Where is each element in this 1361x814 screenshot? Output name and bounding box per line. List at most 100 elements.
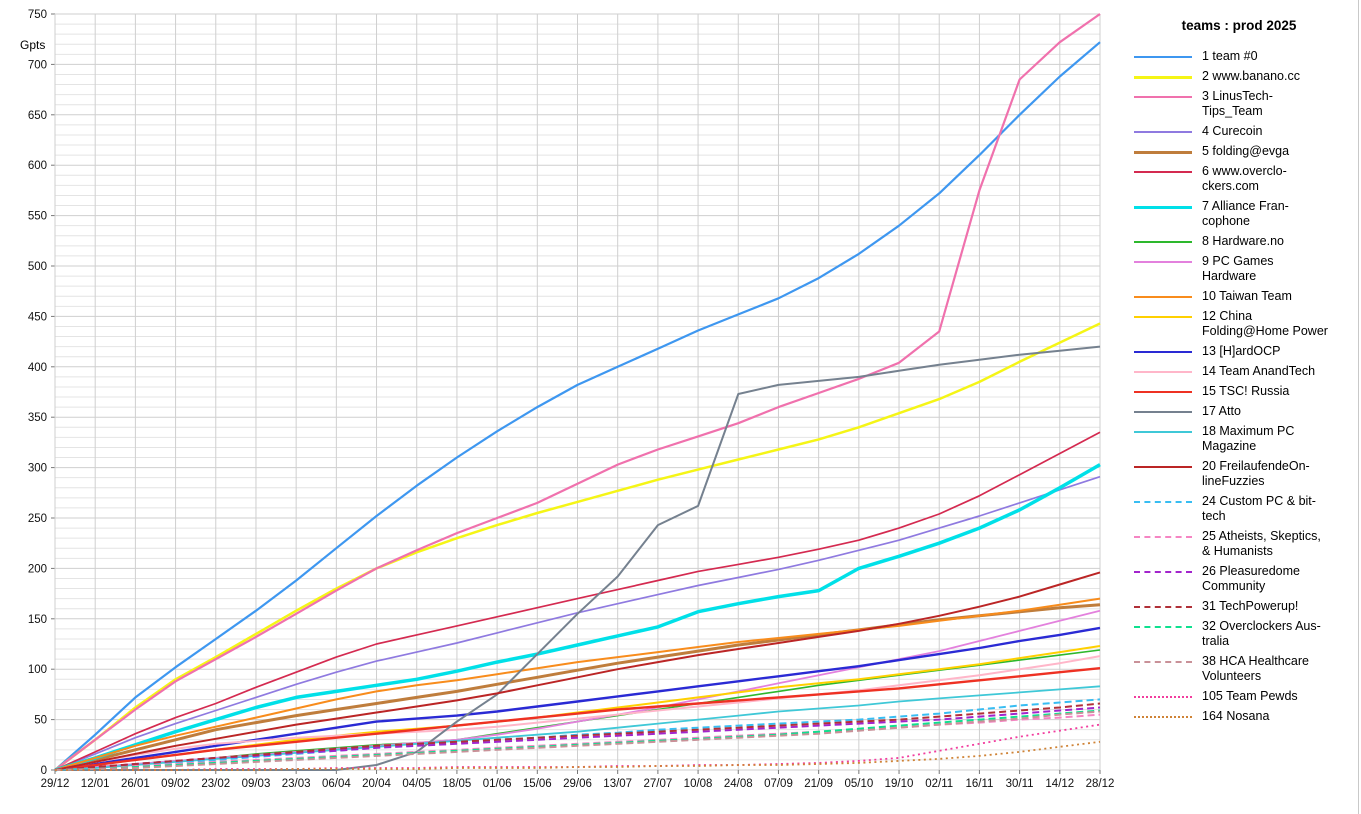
y-tick-label: 750: [28, 9, 47, 21]
series-line-3: [54, 13, 1101, 771]
legend-label-9: 9 PC Games Hardware: [1202, 254, 1274, 283]
legend-label-24: 24 Custom PC & bit- tech: [1202, 494, 1316, 523]
series-line-31: [54, 702, 1101, 771]
legend-item-6: 6 www.overclo- ckers.com: [1134, 164, 1358, 194]
y-tick-label: 250: [28, 513, 47, 525]
legend-label-26: 26 Pleasuredome Community: [1202, 564, 1300, 593]
series-line-6: [54, 431, 1101, 771]
legend-label-25: 25 Atheists, Skeptics, & Humanists: [1202, 529, 1321, 558]
x-tick-label: 29/12: [41, 778, 70, 790]
legend-label-164: 164 Nosana: [1202, 709, 1270, 723]
legend-item-7: 7 Alliance Fran- cophone: [1134, 199, 1358, 229]
series-line-18: [54, 685, 1101, 771]
y-tick-label: 350: [28, 412, 47, 424]
legend-swatch-5: [1134, 151, 1192, 154]
x-tick-label: 14/12: [1045, 778, 1074, 790]
x-tick-label: 04/05: [402, 778, 431, 790]
y-tick-label: 550: [28, 211, 47, 223]
legend-swatch-31: [1134, 606, 1192, 608]
legend-item-14: 14 Team AnandTech: [1134, 364, 1358, 379]
x-tick-label: 05/10: [844, 778, 873, 790]
x-tick-label: 20/04: [362, 778, 391, 790]
legend-label-12: 12 China Folding@Home Power: [1202, 309, 1328, 338]
legend-swatch-164: [1134, 716, 1192, 718]
legend-item-5: 5 folding@evga: [1134, 144, 1358, 159]
x-tick-label: 23/02: [201, 778, 230, 790]
y-tick-label: 100: [28, 664, 47, 676]
x-tick-label: 24/08: [724, 778, 753, 790]
legend-label-7: 7 Alliance Fran- cophone: [1202, 199, 1289, 228]
x-tick-label: 29/06: [563, 778, 592, 790]
y-tick-label: 450: [28, 311, 47, 323]
series-line-17: [55, 345, 1101, 771]
x-tick-label: 23/03: [282, 778, 311, 790]
legend-label-15: 15 TSC! Russia: [1202, 384, 1290, 398]
x-tick-label: 16/11: [965, 778, 993, 790]
series-lines: [54, 13, 1101, 772]
series-line-20: [54, 571, 1101, 771]
legend-label-8: 8 Hardware.no: [1202, 234, 1284, 248]
x-tick-label: 26/01: [121, 778, 150, 790]
legend-swatch-10: [1134, 296, 1192, 298]
x-tick-label: 13/07: [603, 778, 632, 790]
legend-label-3: 3 LinusTech- Tips_Team: [1202, 89, 1273, 118]
x-tick-label: 07/09: [764, 778, 793, 790]
axis-labels: 0 50 100 150 200 250 300 350 400 450 500 550 600 650 7…: [28, 9, 1115, 790]
legend-swatch-8: [1134, 241, 1192, 243]
series-line-9: [54, 609, 1101, 771]
legend-swatch-9: [1134, 261, 1192, 263]
legend-item-12: 12 China Folding@Home Power: [1134, 309, 1358, 339]
legend-label-14: 14 Team AnandTech: [1202, 364, 1316, 378]
legend-swatch-15: [1134, 391, 1192, 393]
legend-item-25: 25 Atheists, Skeptics, & Humanists: [1134, 529, 1358, 559]
legend-item-17: 17 Atto: [1134, 404, 1358, 419]
legend-label-32: 32 Overclockers Aus- tralia: [1202, 619, 1321, 648]
x-tick-label: 06/04: [322, 778, 351, 790]
series-line-1: [54, 41, 1101, 771]
series-line-26: [54, 706, 1101, 771]
series-line-2: [54, 322, 1101, 771]
x-tick-label: 12/01: [81, 778, 110, 790]
legend-item-8: 8 Hardware.no: [1134, 234, 1358, 249]
legend-swatch-3: [1134, 96, 1192, 98]
legend-item-10: 10 Taiwan Team: [1134, 289, 1358, 304]
legend-swatch-18: [1134, 431, 1192, 433]
series-line-164: [55, 740, 1101, 771]
series-line-7: [54, 463, 1101, 772]
legend-label-20: 20 FreilaufendeOn- lineFuzzies: [1202, 459, 1310, 488]
x-tick-label: 28/12: [1086, 778, 1115, 790]
legend-label-17: 17 Atto: [1202, 404, 1241, 418]
legend-label-13: 13 [H]ardOCP: [1202, 344, 1281, 358]
legend-label-105: 105 Team Pewds: [1202, 689, 1298, 703]
legend-swatch-13: [1134, 351, 1192, 353]
legend-swatch-2: [1134, 76, 1192, 79]
y-tick-label: 0: [41, 765, 47, 777]
legend-item-38: 38 HCA Healthcare Volunteers: [1134, 654, 1358, 684]
legend-swatch-17: [1134, 411, 1192, 413]
series-line-10: [54, 597, 1101, 771]
legend-item-26: 26 Pleasuredome Community: [1134, 564, 1358, 594]
legend-swatch-20: [1134, 466, 1192, 468]
legend-item-13: 13 [H]ardOCP: [1134, 344, 1358, 359]
legend-item-2: 2 www.banano.cc: [1134, 69, 1358, 84]
legend-item-24: 24 Custom PC & bit- tech: [1134, 494, 1358, 524]
legend-label-31: 31 TechPowerup!: [1202, 599, 1299, 613]
x-tick-label: 30/11: [1006, 778, 1034, 790]
legend-label-10: 10 Taiwan Team: [1202, 289, 1292, 303]
y-tick-label: 300: [28, 463, 47, 475]
x-tick-label: 19/10: [885, 778, 914, 790]
legend-label-2: 2 www.banano.cc: [1202, 69, 1300, 83]
legend-swatch-105: [1134, 696, 1192, 698]
plot-area: Gpts 0 50 100 150 200 250 300 350 400 450 500 550 60…: [20, 9, 1115, 790]
legend-item-32: 32 Overclockers Aus- tralia: [1134, 619, 1358, 649]
y-tick-label: 400: [28, 362, 47, 374]
legend-item-105: 105 Team Pewds: [1134, 689, 1358, 704]
y-axis-unit-label: Gpts: [20, 38, 46, 52]
y-tick-label: 500: [28, 261, 47, 273]
x-tick-label: 15/06: [523, 778, 552, 790]
legend-swatch-24: [1134, 501, 1192, 503]
legend-label-4: 4 Curecoin: [1202, 124, 1263, 138]
y-tick-label: 150: [28, 614, 47, 626]
x-tick-label: 09/03: [242, 778, 271, 790]
